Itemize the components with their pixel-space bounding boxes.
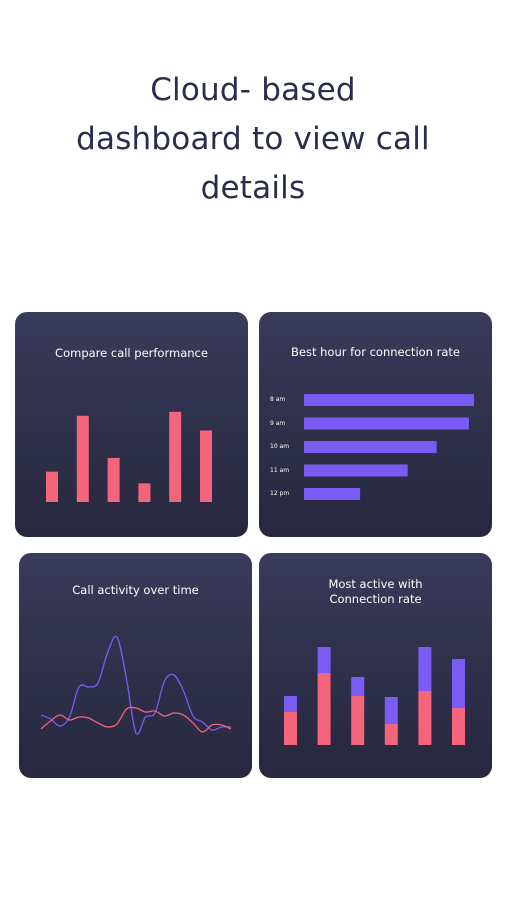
bar-4	[138, 483, 151, 502]
bar-3	[107, 457, 120, 502]
compare-bar-chart	[46, 411, 212, 502]
best-hour-card: Best hour for connection rate 8 am 9 am 10…	[259, 312, 492, 537]
compare-call-performance-card: Compare call performance	[15, 312, 248, 537]
headline-line-2: dashboard to view call	[76, 121, 430, 157]
stack-bar-6-bottom	[452, 708, 465, 745]
best-hour-bar-chart	[304, 394, 474, 500]
card-title: Call activity over time	[72, 583, 199, 597]
stack-bar-3-bottom	[351, 696, 365, 745]
bar-9-am	[304, 417, 469, 430]
card-title-line-2: Connection rate	[329, 592, 422, 606]
bar-1	[46, 471, 58, 502]
card-title: Most active with Connection rate	[259, 577, 492, 607]
bar-5	[169, 411, 182, 502]
bar-label: 12 pm	[270, 490, 290, 497]
call-activity-line-chart	[40, 635, 232, 735]
card-title: Best hour for connection rate	[291, 345, 460, 359]
card-title: Compare call performance	[55, 346, 208, 360]
stack-bar-2-bottom	[317, 673, 331, 745]
stack-bar-1-bottom	[284, 712, 297, 745]
bar-label: 8 am	[270, 396, 286, 403]
headline-line-3: details	[200, 170, 306, 206]
bar-label: 11 am	[270, 466, 290, 474]
bar-label: 10 am	[270, 443, 290, 450]
bar-10-am	[304, 441, 437, 453]
most-active-card: Most active with Connection rate	[259, 553, 492, 778]
stack-bar-1-top	[284, 696, 297, 712]
bar-6	[200, 430, 212, 502]
headline-line-1: Cloud- based	[150, 72, 356, 108]
card-title-line-1: Most active with	[328, 577, 423, 591]
call-activity-card: Call activity over time	[19, 553, 252, 778]
series-line-purple	[40, 635, 232, 735]
bar-12-pm	[304, 488, 361, 500]
stack-bar-5-bottom	[418, 691, 432, 745]
most-active-stacked-bar-chart	[284, 647, 465, 745]
stack-bar-4-bottom	[384, 724, 398, 745]
headline: Cloud- based dashboard to view call deta…	[0, 66, 506, 213]
stack-bar-5-top	[418, 647, 432, 691]
bar-8-am	[304, 394, 474, 406]
series-line-pink	[40, 706, 232, 733]
bar-label: 9 am	[270, 419, 286, 427]
stack-bar-4-top	[384, 697, 398, 724]
stack-bar-2-top	[317, 647, 331, 673]
stack-bar-6-top	[452, 659, 465, 708]
stack-bar-3-top	[351, 677, 365, 696]
bar-11-am	[304, 464, 408, 477]
bar-2	[76, 415, 89, 502]
